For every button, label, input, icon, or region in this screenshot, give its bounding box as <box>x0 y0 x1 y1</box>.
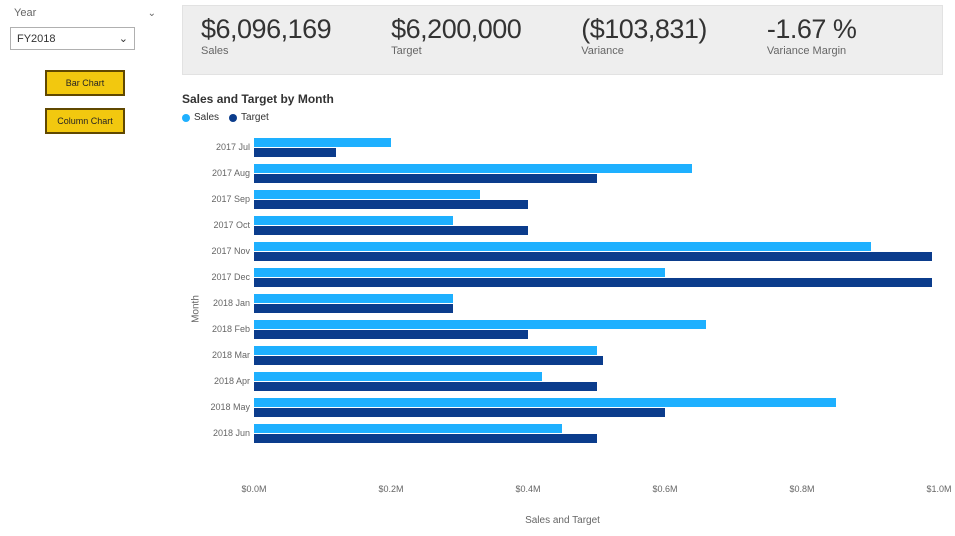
kpi-label: Variance Margin <box>767 45 857 57</box>
category-label: 2017 Jul <box>192 142 250 152</box>
target-bar[interactable] <box>254 330 528 339</box>
sales-bar[interactable] <box>254 268 665 277</box>
column-chart-button[interactable]: Column Chart <box>45 108 125 134</box>
chart-row: 2018 Jan <box>254 290 939 316</box>
target-bar[interactable] <box>254 408 665 417</box>
kpi-variance-margin: -1.67 % Variance Margin <box>767 14 857 66</box>
sales-bar[interactable] <box>254 424 562 433</box>
sales-bar[interactable] <box>254 294 453 303</box>
kpi-label: Target <box>391 45 521 57</box>
year-slicer-header[interactable]: Year ⌄ <box>10 5 160 21</box>
sales-bar[interactable] <box>254 138 391 147</box>
target-bar[interactable] <box>254 278 932 287</box>
x-tick-label: $0.6M <box>652 484 677 494</box>
kpi-sales: $6,096,169 Sales <box>201 14 331 66</box>
category-label: 2018 Apr <box>192 376 250 386</box>
chart-plot-area: 2017 Jul2017 Aug2017 Sep2017 Oct2017 Nov… <box>254 134 939 482</box>
kpi-value: $6,096,169 <box>201 14 331 45</box>
legend-label: Sales <box>194 112 219 123</box>
sales-bar[interactable] <box>254 190 480 199</box>
category-label: 2017 Aug <box>192 168 250 178</box>
kpi-value: -1.67 % <box>767 14 857 45</box>
chart-row: 2017 Oct <box>254 212 939 238</box>
x-tick-label: $0.4M <box>515 484 540 494</box>
legend-item[interactable]: Sales <box>182 112 219 123</box>
year-slicer-dropdown[interactable]: FY2018 ⌄ <box>10 27 135 50</box>
chart-row: 2018 Feb <box>254 316 939 342</box>
chart-row: 2017 Sep <box>254 186 939 212</box>
x-tick-label: $0.2M <box>378 484 403 494</box>
chart-row: 2017 Dec <box>254 264 939 290</box>
kpi-value: ($103,831) <box>581 14 707 45</box>
x-axis-label: Sales and Target <box>525 515 600 526</box>
target-bar[interactable] <box>254 304 453 313</box>
chart-row: 2017 Aug <box>254 160 939 186</box>
category-label: 2018 Jun <box>192 428 250 438</box>
kpi-variance: ($103,831) Variance <box>581 14 707 66</box>
chevron-down-icon: ⌄ <box>119 32 128 45</box>
category-label: 2018 Feb <box>192 324 250 334</box>
target-bar[interactable] <box>254 356 603 365</box>
chart-row: 2018 Mar <box>254 342 939 368</box>
kpi-value: $6,200,000 <box>391 14 521 45</box>
category-label: 2018 May <box>192 402 250 412</box>
sales-bar[interactable] <box>254 398 836 407</box>
kpi-card-bar: $6,096,169 Sales $6,200,000 Target ($103… <box>182 5 943 75</box>
category-label: 2017 Oct <box>192 220 250 230</box>
sales-target-chart[interactable]: Sales and Target by Month SalesTarget Mo… <box>182 92 943 526</box>
chart-row: 2018 May <box>254 394 939 420</box>
legend-swatch <box>229 114 237 122</box>
target-bar[interactable] <box>254 174 597 183</box>
kpi-label: Sales <box>201 45 331 57</box>
chart-legend: Sales Target <box>182 112 943 123</box>
year-slicer-value: FY2018 <box>17 33 56 45</box>
x-axis-ticks: $0.0M$0.2M$0.4M$0.6M$0.8M$1.0M <box>254 484 939 500</box>
target-bar[interactable] <box>254 434 597 443</box>
x-tick-label: $0.8M <box>789 484 814 494</box>
chevron-down-icon: ⌄ <box>148 8 156 19</box>
target-bar[interactable] <box>254 226 528 235</box>
sales-bar[interactable] <box>254 346 597 355</box>
category-label: 2017 Nov <box>192 246 250 256</box>
chart-row: 2017 Jul <box>254 134 939 160</box>
category-label: 2017 Dec <box>192 272 250 282</box>
legend-swatch <box>182 114 190 122</box>
bar-chart-button[interactable]: Bar Chart <box>45 70 125 96</box>
year-slicer-label: Year <box>14 7 36 19</box>
chart-row: 2018 Apr <box>254 368 939 394</box>
chart-row: 2017 Nov <box>254 238 939 264</box>
target-bar[interactable] <box>254 148 336 157</box>
category-label: 2017 Sep <box>192 194 250 204</box>
target-bar[interactable] <box>254 200 528 209</box>
category-label: 2018 Mar <box>192 350 250 360</box>
kpi-label: Variance <box>581 45 707 57</box>
legend-label: Target <box>241 112 269 123</box>
kpi-target: $6,200,000 Target <box>391 14 521 66</box>
x-tick-label: $0.0M <box>241 484 266 494</box>
sales-bar[interactable] <box>254 320 706 329</box>
category-label: 2018 Jan <box>192 298 250 308</box>
sales-bar[interactable] <box>254 164 692 173</box>
sales-bar[interactable] <box>254 372 542 381</box>
sales-bar[interactable] <box>254 216 453 225</box>
chart-row: 2018 Jun <box>254 420 939 446</box>
target-bar[interactable] <box>254 382 597 391</box>
chart-title: Sales and Target by Month <box>182 92 943 106</box>
legend-item[interactable]: Target <box>229 112 269 123</box>
x-tick-label: $1.0M <box>926 484 951 494</box>
sales-bar[interactable] <box>254 242 871 251</box>
target-bar[interactable] <box>254 252 932 261</box>
